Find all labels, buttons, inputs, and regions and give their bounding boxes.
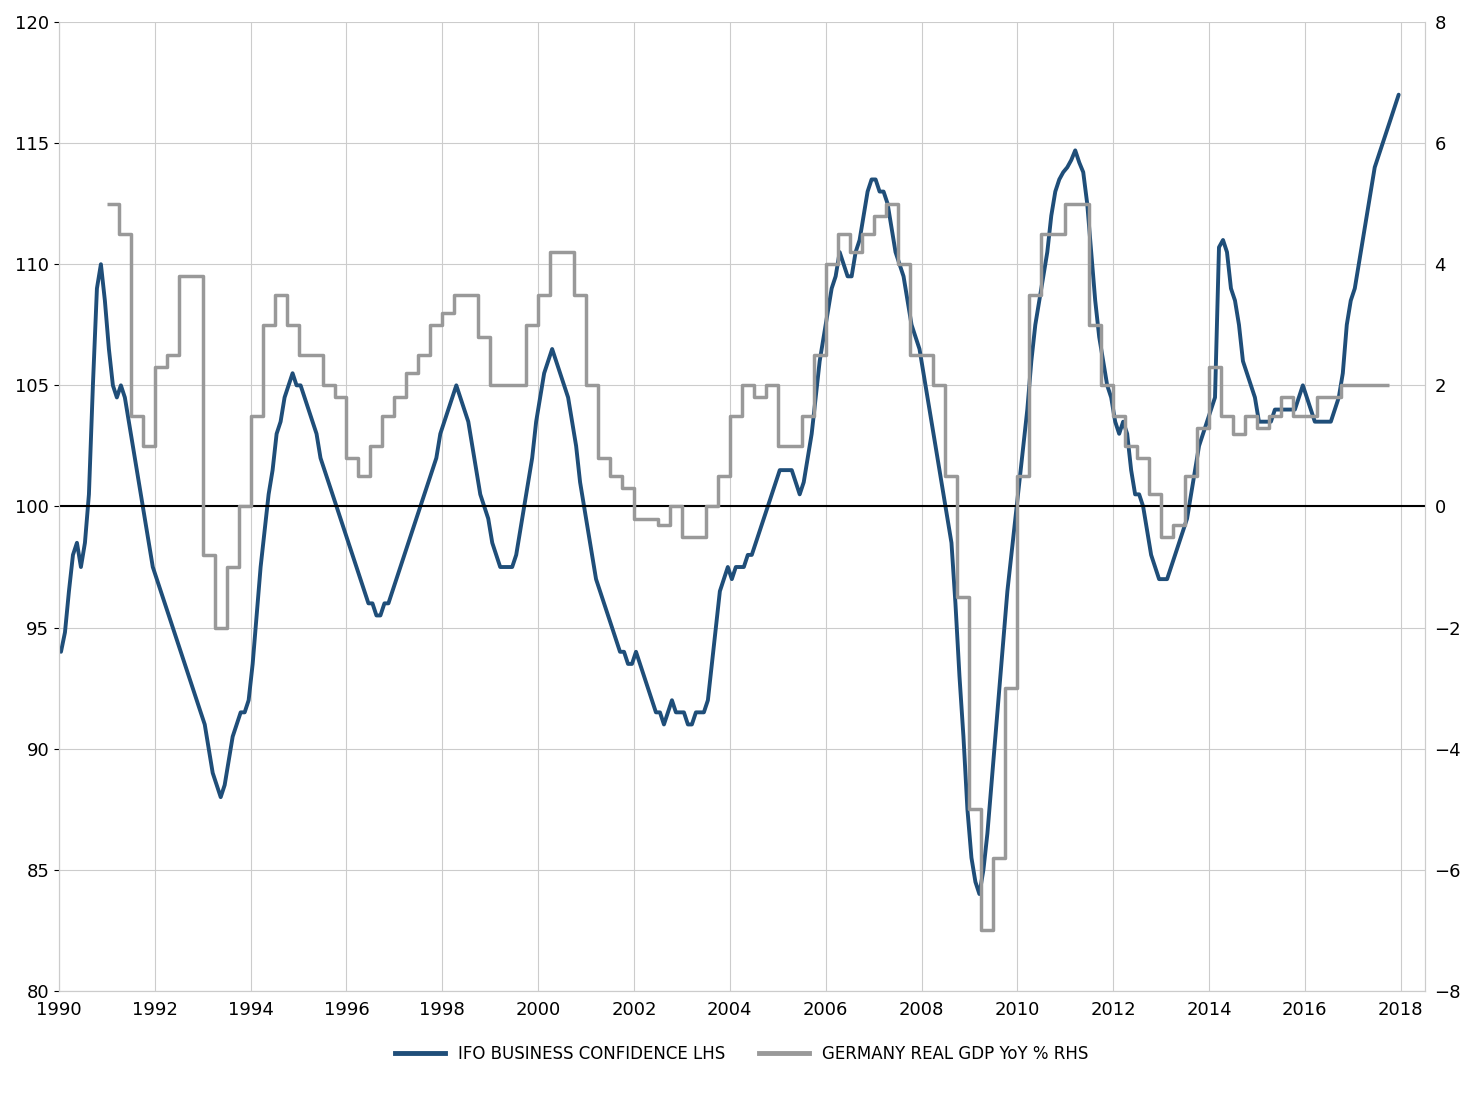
Legend: IFO BUSINESS CONFIDENCE LHS, GERMANY REAL GDP YoY % RHS: IFO BUSINESS CONFIDENCE LHS, GERMANY REA… [388,1038,1095,1070]
